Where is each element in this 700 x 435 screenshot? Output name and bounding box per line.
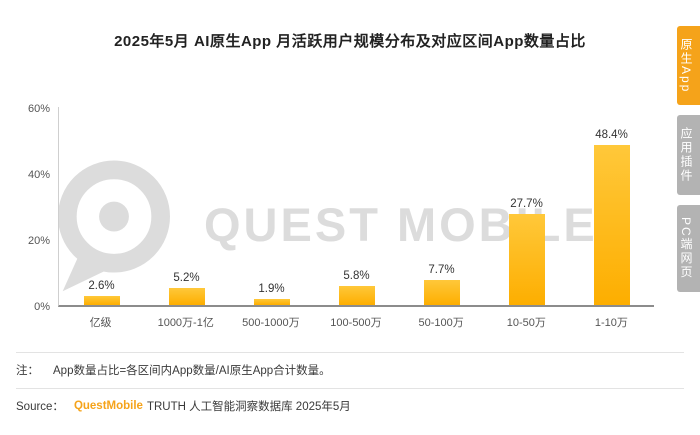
x-axis-label: 1000万-1亿 [157, 317, 214, 329]
bar-column: 5.2% [144, 272, 229, 305]
tab-pc-web[interactable]: PC端网页 [677, 205, 700, 293]
bar-value-label: 48.4% [595, 129, 628, 142]
bar [423, 279, 460, 305]
source-text: TRUTH 人工智能洞察数据库 2025年5月 [146, 401, 351, 413]
y-axis-tick: 0% [34, 301, 50, 313]
bar-value-label: 5.8% [343, 269, 370, 282]
bar-value-label: 7.7% [428, 263, 455, 276]
bar [83, 296, 120, 305]
plot: 0% 20% 40% 60% 2.6% 5.2% 1.9% 5.8% 7.7% 27.7% 48.… [16, 103, 654, 313]
bars-area: 2.6% 5.2% 1.9% 5.8% 7.7% 27.7% 48.4% [58, 107, 654, 307]
bar-column: 48.4% [569, 129, 654, 305]
chart-area: QUEST MOBILE 0% 20% 40% 60% 2.6% 5.2% 1.9% 5.8… [16, 103, 654, 330]
bar-value-label: 27.7% [510, 197, 543, 210]
page-title: 2025年5月 AI原生App 月活跃用户规模分布及对应区间App数量占比 [114, 33, 586, 50]
y-axis-tick: 40% [27, 169, 50, 181]
bar [508, 213, 545, 305]
bar-column: 27.7% [484, 198, 569, 305]
bar [168, 287, 205, 305]
y-axis-tick: 60% [27, 103, 50, 115]
source-brand: QuestMobile [73, 400, 143, 412]
bar-column: 5.8% [314, 270, 399, 305]
tab-app-plugin[interactable]: 应用插件 [677, 115, 700, 196]
bar-column: 7.7% [399, 264, 484, 305]
bar-value-label: 2.6% [88, 280, 115, 293]
bar [593, 145, 630, 305]
source-line: Source： QuestMobile TRUTH 人工智能洞察数据库 2025… [16, 388, 684, 414]
x-axis-label: 10-50万 [506, 317, 546, 329]
source-prefix: Source： [16, 401, 64, 413]
x-axis-label: 1-10万 [594, 317, 628, 329]
y-axis-tick: 20% [27, 235, 50, 247]
footnote: 注： App数量占比=各区间内App数量/AI原生App合计数量。 [16, 352, 684, 378]
bar-value-label: 5.2% [173, 271, 200, 284]
bar [253, 298, 290, 305]
x-axis-label: 100-500万 [330, 317, 382, 329]
x-axis-label: 亿级 [89, 317, 112, 329]
y-axis: 0% 20% 40% 60% [16, 103, 58, 313]
footnote-prefix: 注： [16, 365, 39, 377]
x-axis-label: 500-1000万 [242, 317, 300, 329]
tab-native-app[interactable]: 原生App [677, 26, 700, 106]
bar-column: 1.9% [229, 283, 314, 305]
footnote-text: App数量占比=各区间内App数量/AI原生App合计数量。 [53, 365, 331, 377]
bar [338, 285, 375, 305]
bar-column: 2.6% [59, 280, 144, 305]
x-axis-label: 50-100万 [418, 317, 464, 329]
x-axis: 亿级 1000万-1亿 500-1000万 100-500万 50-100万 10-50万… [58, 307, 654, 330]
bar-value-label: 1.9% [258, 282, 285, 295]
side-tab-group: 原生App 应用插件 PC端网页 [677, 26, 700, 293]
